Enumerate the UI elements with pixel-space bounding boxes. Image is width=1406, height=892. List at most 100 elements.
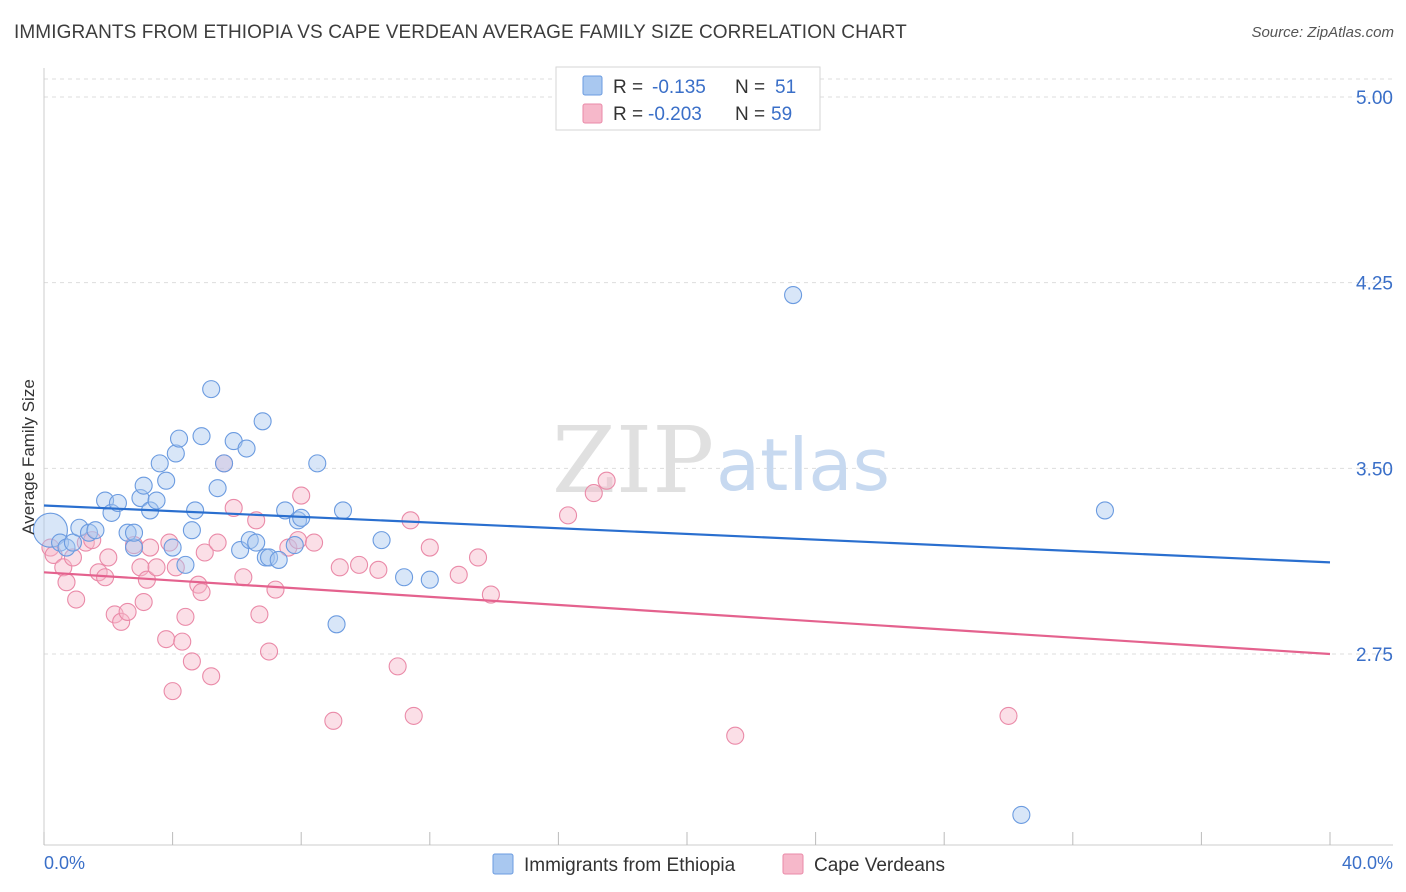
point-cape-verdean [141, 538, 160, 557]
legend-bottom: Immigrants from Ethiopia Cape Verdeans [492, 853, 945, 876]
point-cape-verdean [388, 657, 407, 676]
point-ethiopia [134, 476, 153, 495]
point-ethiopia [308, 454, 327, 473]
legend-bottom-label-capeverde: Cape Verdeans [814, 855, 945, 876]
point-cape-verdean [305, 533, 324, 552]
point-cape-verdean [173, 632, 192, 651]
legend-n-label-1: N = [735, 77, 765, 98]
point-cape-verdean [558, 506, 578, 525]
point-cape-verdean [176, 607, 195, 626]
point-ethiopia [395, 568, 414, 587]
point-cape-verdean [597, 471, 616, 490]
point-cape-verdean [63, 548, 82, 567]
point-ethiopia [1012, 805, 1031, 824]
point-cape-verdean [259, 642, 279, 661]
point-ethiopia [163, 538, 182, 557]
point-ethiopia [124, 538, 144, 557]
legend-n-value-2: 59 [771, 104, 792, 125]
point-cape-verdean [195, 543, 214, 562]
point-cape-verdean [468, 548, 488, 567]
y-tick-label: 3.50 [1356, 459, 1393, 480]
point-cape-verdean [208, 533, 227, 552]
point-ethiopia [150, 454, 169, 473]
point-ethiopia [186, 501, 205, 520]
y-tick-label: 2.75 [1356, 645, 1393, 666]
point-ethiopia [214, 454, 234, 473]
point-ethiopia [86, 521, 105, 540]
point-ethiopia [276, 501, 295, 520]
series-ethiopia [32, 285, 1114, 824]
legend-r-value-2: -0.203 [648, 104, 702, 125]
point-ethiopia [32, 512, 68, 548]
watermark: ZIP atlas [552, 407, 890, 514]
point-ethiopia [147, 491, 166, 510]
point-cape-verdean [224, 498, 243, 517]
point-cape-verdean [584, 484, 603, 503]
point-cape-verdean [350, 555, 369, 574]
y-tick-labels: 5.00 4.25 3.50 2.75 [1356, 88, 1393, 666]
point-cape-verdean [160, 533, 179, 552]
point-cape-verdean [202, 667, 221, 686]
point-ethiopia [108, 493, 127, 513]
point-cape-verdean [999, 706, 1018, 725]
point-ethiopia [237, 439, 256, 458]
trend-line-cape-verdeans [43, 571, 1331, 656]
point-ethiopia [333, 501, 353, 520]
chart-title: IMMIGRANTS FROM ETHIOPIA VS CAPE VERDEAN… [14, 22, 907, 43]
legend-r-value-1: -0.135 [652, 77, 706, 98]
point-cape-verdean [147, 558, 166, 577]
legend-bottom-swatch-capeverde [782, 853, 804, 875]
point-cape-verdean [118, 602, 137, 621]
point-ethiopia [231, 540, 250, 560]
point-cape-verdean [182, 652, 201, 671]
trend-lines [43, 504, 1331, 656]
point-cape-verdean [67, 590, 86, 609]
point-cape-verdean [324, 711, 343, 730]
point-cape-verdean [481, 585, 500, 604]
point-cape-verdean [134, 592, 153, 612]
point-ethiopia [176, 555, 195, 574]
axes [43, 68, 1393, 846]
point-ethiopia [169, 429, 189, 448]
legend-bottom-swatch-ethiopia [492, 853, 514, 875]
legend-n-label-2: N = [735, 104, 765, 125]
point-cape-verdean [250, 605, 269, 624]
point-ethiopia [285, 536, 304, 555]
grid-lines [44, 78, 1393, 655]
point-ethiopia [269, 550, 288, 569]
x-tick-label-max: 40.0% [1342, 853, 1393, 873]
watermark-atlas: atlas [716, 423, 890, 507]
point-cape-verdean [404, 706, 423, 725]
legend-swatch-ethiopia [582, 75, 603, 96]
point-ethiopia [784, 285, 803, 305]
watermark-zip: ZIP [552, 407, 714, 514]
point-ethiopia [157, 471, 176, 490]
point-cape-verdean [401, 511, 420, 530]
legend-r-label-2: R = [613, 104, 643, 125]
point-cape-verdean [369, 560, 388, 579]
point-ethiopia [208, 479, 227, 498]
point-cape-verdean [57, 573, 76, 592]
x-ticks [43, 832, 1331, 845]
point-cape-verdean [420, 538, 439, 557]
chart-source: Source: ZipAtlas.com [1251, 24, 1394, 41]
y-tick-label: 5.00 [1356, 88, 1393, 109]
y-tick-label: 4.25 [1356, 274, 1393, 295]
point-ethiopia [372, 531, 391, 550]
point-cape-verdean [288, 531, 308, 550]
point-ethiopia [327, 615, 346, 634]
point-ethiopia [202, 380, 221, 399]
point-cape-verdean [163, 682, 182, 701]
point-cape-verdean [54, 558, 73, 577]
point-ethiopia [182, 521, 201, 540]
point-ethiopia [192, 427, 211, 446]
x-tick-label-min: 0.0% [44, 853, 85, 873]
legend-n-value-1: 51 [775, 77, 796, 98]
legend-swatch-capeverde [582, 103, 603, 124]
legend-r-label-1: R = [613, 77, 643, 98]
point-ethiopia [166, 444, 185, 463]
point-ethiopia [420, 570, 439, 589]
series-cape-verdeans [41, 454, 1018, 745]
point-cape-verdean [234, 568, 253, 587]
